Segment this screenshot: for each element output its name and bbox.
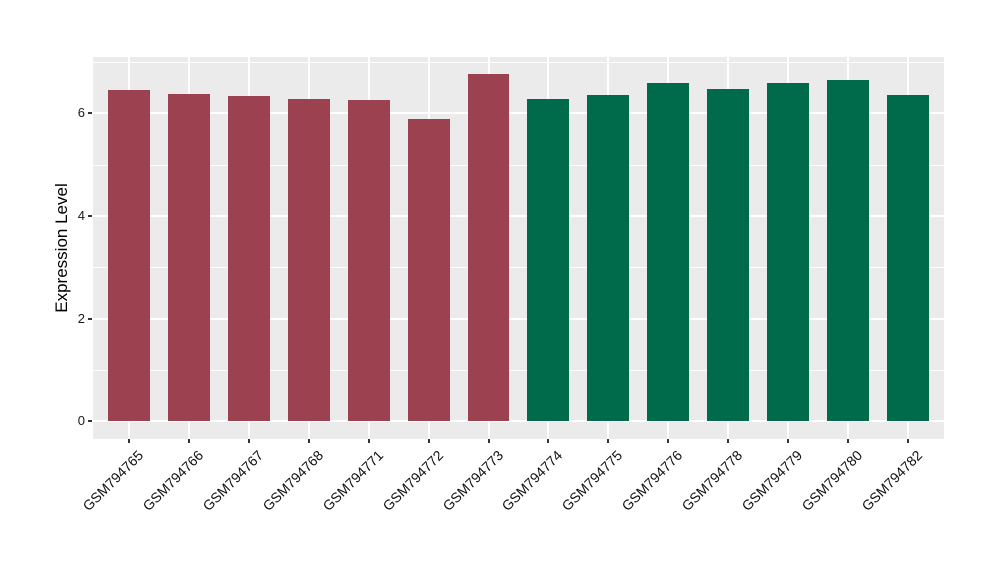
- y-tick-label: 0: [77, 413, 85, 429]
- x-axis-tick: [907, 439, 910, 443]
- minor-gridline: [93, 267, 944, 269]
- x-axis-tick: [427, 439, 430, 443]
- bar-GSM794782: [887, 95, 929, 422]
- x-tick-label: GSM794765: [79, 447, 147, 514]
- major-gridline: [93, 214, 944, 217]
- bar-GSM794774: [527, 98, 570, 422]
- bar-GSM794771: [347, 99, 390, 422]
- major-gridline: [93, 112, 944, 115]
- x-axis-tick: [847, 439, 850, 443]
- x-axis-tick: [187, 439, 190, 443]
- x-axis-tick: [667, 439, 670, 443]
- bar-GSM794778: [707, 88, 750, 422]
- bar-GSM794780: [827, 80, 870, 422]
- x-axis-tick: [727, 439, 730, 443]
- y-tick-label: 4: [77, 207, 85, 223]
- x-axis-tick: [367, 439, 370, 443]
- y-tick-label: 2: [77, 310, 85, 326]
- x-axis-tick: [127, 439, 130, 443]
- bar-GSM794776: [647, 83, 690, 422]
- minor-gridline: [93, 62, 944, 64]
- bar-GSM794779: [767, 83, 810, 422]
- x-axis-tick: [307, 439, 310, 443]
- y-axis-tick: [88, 317, 92, 320]
- x-axis-tick: [247, 439, 250, 443]
- major-gridline: [93, 317, 944, 320]
- x-axis-tick: [487, 439, 490, 443]
- bar-GSM794773: [467, 74, 510, 422]
- minor-gridline: [93, 164, 944, 166]
- bar-GSM794775: [587, 94, 630, 422]
- x-axis-tick: [607, 439, 610, 443]
- y-tick-label: 6: [77, 105, 85, 121]
- bar-GSM794765: [107, 89, 150, 422]
- plot-panel: [93, 57, 944, 439]
- y-axis-tick: [88, 112, 92, 115]
- y-axis-tick: [88, 420, 92, 423]
- x-axis-tick: [547, 439, 550, 443]
- major-gridline: [93, 420, 944, 423]
- bar-GSM794768: [287, 99, 330, 422]
- x-axis-tick: [787, 439, 790, 443]
- y-axis-tick: [88, 214, 92, 217]
- minor-gridline: [93, 369, 944, 371]
- bar-GSM794772: [407, 119, 450, 422]
- bar-GSM794766: [167, 93, 210, 422]
- bar-GSM794767: [227, 95, 270, 422]
